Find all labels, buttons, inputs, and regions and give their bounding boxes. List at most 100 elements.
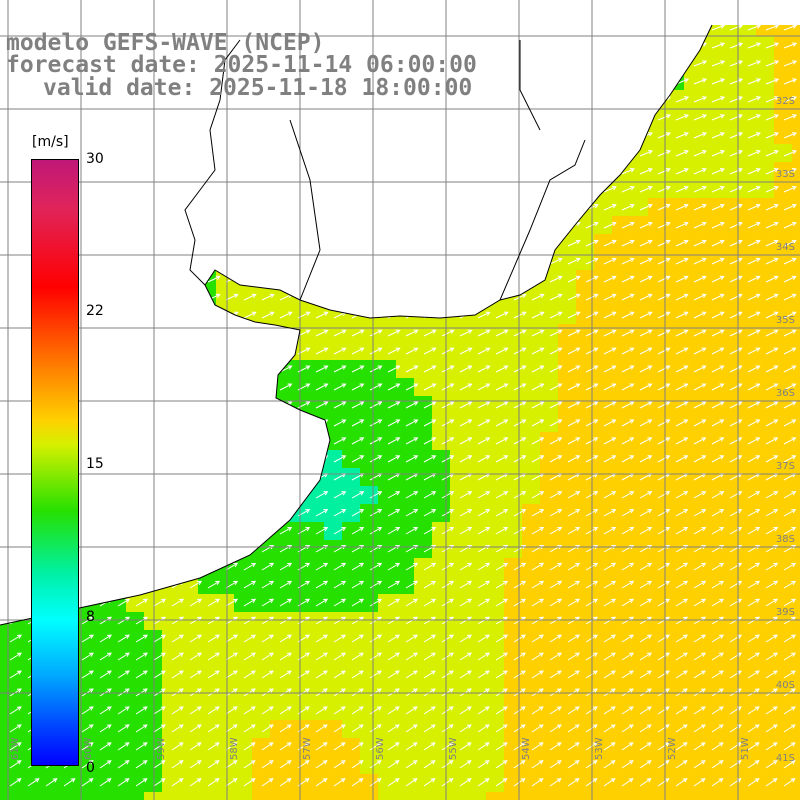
field-cell: [468, 450, 486, 468]
field-cell: [738, 198, 756, 216]
field-cell: [702, 252, 720, 270]
wind-arrow: [747, 185, 761, 193]
field-cell: [702, 378, 720, 396]
field-cell: [324, 414, 342, 432]
field-cell: [684, 720, 702, 738]
field-cell: [414, 648, 432, 666]
field-cell: [252, 774, 270, 792]
field-cell: [576, 270, 594, 288]
field-cell: [558, 702, 576, 720]
field-cell: [216, 576, 234, 594]
field-cell: [756, 234, 774, 252]
field-cell: [720, 504, 738, 522]
field-cell: [558, 306, 576, 324]
field-cell: [90, 612, 108, 630]
field-cell: [342, 720, 360, 738]
field-cell: [702, 414, 720, 432]
field-cell: [774, 360, 792, 378]
field-cell: [216, 792, 234, 800]
field-cell: [558, 666, 576, 684]
field-cell: [702, 504, 720, 522]
field-cell: [216, 720, 234, 738]
field-cell: [540, 504, 558, 522]
field-cell: [540, 720, 558, 738]
field-cell: [720, 234, 738, 252]
field-cell: [486, 522, 504, 540]
field-cell: [558, 486, 576, 504]
field-cell: [252, 702, 270, 720]
field-cell: [774, 414, 792, 432]
field-cell: [396, 414, 414, 432]
field-cell: [648, 576, 666, 594]
field-cell: [486, 702, 504, 720]
field-cell: [450, 594, 468, 612]
field-cell: [108, 630, 126, 648]
wind-arrow: [729, 168, 743, 175]
field-cell: [666, 738, 684, 756]
field-cell: [324, 576, 342, 594]
field-cell: [630, 270, 648, 288]
field-cell: [720, 108, 738, 126]
field-cell: [378, 360, 396, 378]
wind-arrow: [711, 114, 726, 121]
field-cell: [666, 414, 684, 432]
wind-arrow: [765, 203, 779, 211]
field-cell: [702, 90, 720, 108]
wind-arrow: [657, 203, 671, 211]
wind-arrow: [639, 203, 653, 211]
field-cell: [612, 432, 630, 450]
field-cell: [720, 288, 738, 306]
field-cell: [270, 774, 288, 792]
field-cell: [684, 252, 702, 270]
field-cell: [792, 774, 800, 792]
field-cell: [576, 756, 594, 774]
field-cell: [792, 450, 800, 468]
field-cell: [576, 216, 594, 234]
wind-arrow: [657, 168, 671, 175]
field-cell: [720, 198, 738, 216]
field-cell: [180, 666, 198, 684]
field-cell: [684, 144, 702, 162]
field-cell: [792, 612, 800, 630]
field-cell: [774, 432, 792, 450]
field-cell: [594, 414, 612, 432]
field-cell: [738, 666, 756, 684]
field-cell: [576, 414, 594, 432]
field-cell: [630, 720, 648, 738]
field-cell: [288, 558, 306, 576]
lon-label: 54W: [521, 737, 532, 760]
field-cell: [342, 468, 360, 486]
field-cell: [720, 522, 738, 540]
field-cell: [162, 720, 180, 738]
field-cell: [306, 702, 324, 720]
wind-arrow: [747, 42, 762, 49]
field-cell: [720, 360, 738, 378]
field-cell: [612, 720, 630, 738]
field-cell: [270, 630, 288, 648]
wind-arrow: [603, 203, 617, 211]
field-cell: [486, 540, 504, 558]
field-cell: [630, 342, 648, 360]
field-cell: [180, 648, 198, 666]
field-cell: [684, 666, 702, 684]
field-cell: [720, 252, 738, 270]
field-cell: [756, 54, 774, 72]
field-cell: [306, 342, 324, 360]
field-cell: [324, 774, 342, 792]
field-cell: [684, 108, 702, 126]
field-cell: [774, 756, 792, 774]
field-cell: [468, 540, 486, 558]
field-cell: [252, 648, 270, 666]
field-cell: [216, 738, 234, 756]
field-cell: [486, 792, 504, 800]
field-cell: [594, 792, 612, 800]
field-cell: [792, 90, 800, 108]
field-cell: [648, 774, 666, 792]
field-cell: [630, 774, 648, 792]
field-cell: [738, 504, 756, 522]
field-cell: [486, 720, 504, 738]
field-cell: [612, 648, 630, 666]
field-cell: [648, 342, 666, 360]
field-cell: [792, 25, 800, 36]
